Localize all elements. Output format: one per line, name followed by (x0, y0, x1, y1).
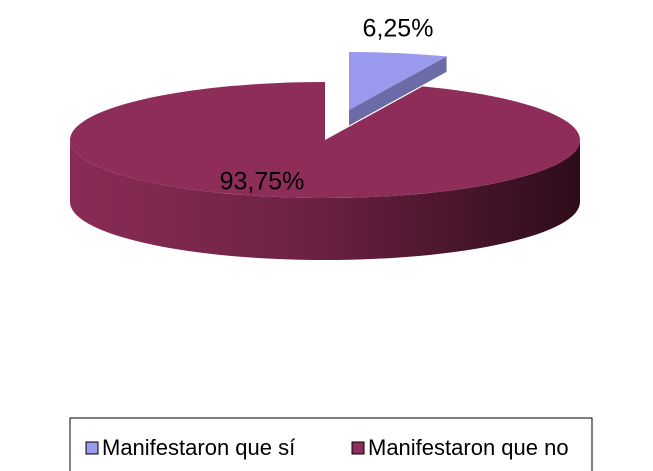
slice (349, 52, 447, 110)
data-label: 93,75% (220, 168, 305, 196)
slice-side (70, 140, 580, 260)
slice-face (349, 56, 447, 126)
legend-label: Manifestaron que no (368, 435, 569, 460)
slice (70, 82, 581, 198)
legend-swatch (351, 441, 365, 455)
legend-swatch (85, 441, 99, 455)
data-label: 6,25% (363, 15, 434, 43)
legend-label: Manifestaron que sí (102, 435, 295, 460)
legend-box (69, 417, 593, 471)
